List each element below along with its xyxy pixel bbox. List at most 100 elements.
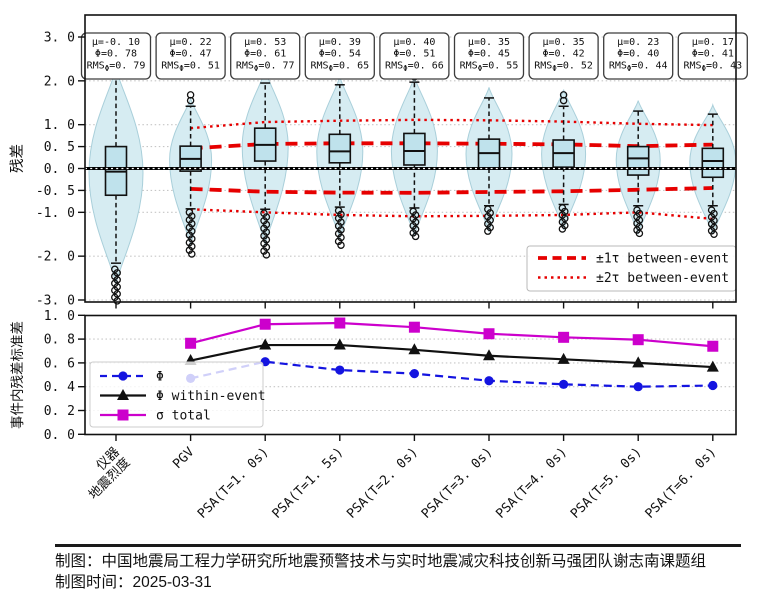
outlier [411, 232, 420, 241]
marker-triangle [632, 356, 645, 368]
annotation-mu: μ=0. 40 [393, 37, 435, 48]
annotation-mu: μ=0. 35 [543, 37, 585, 48]
boxplot-2 [253, 82, 277, 259]
annotation-mu: μ=0. 53 [244, 37, 286, 48]
annotation-rms: RMSΦ=0. 43 [683, 61, 742, 74]
outlier [710, 230, 718, 238]
bottom-panel-series [184, 317, 719, 392]
y-tick-label: 0. 8 [44, 333, 75, 348]
marker-circle [559, 379, 569, 389]
outlier [559, 91, 568, 99]
legend-marker-triangle [117, 389, 129, 400]
x-tick-label: PSA(T=6. 0s) [643, 445, 720, 522]
annotation-rms: RMSΦ=0. 79 [87, 61, 146, 74]
marker-triangle [259, 338, 272, 350]
marker-circle [484, 376, 494, 386]
annotation-mu: μ=0. 17 [692, 37, 734, 48]
annotation-mu: μ=0. 22 [170, 37, 212, 48]
annotation-rms: RMSΦ=0. 52 [534, 61, 593, 74]
y-tick-label: 3. 0 [44, 31, 75, 46]
marker-square [334, 317, 346, 329]
annotation-mu: μ=0. 39 [319, 37, 361, 48]
outlier [558, 225, 567, 233]
marker-square [185, 337, 197, 349]
outlier [635, 229, 644, 238]
top-legend: ±1τ between-event ±2τ between-event [526, 245, 737, 292]
marker-square [632, 334, 644, 346]
boxplot-1 [179, 91, 202, 258]
y-tick-label: 0. 0 [44, 162, 75, 177]
x-tick-label: PSA(T=4. 0s) [493, 445, 570, 522]
marker-square [483, 328, 495, 340]
y-tick-label: 0. 4 [44, 380, 75, 395]
annotation-phi: Φ=0. 47 [170, 49, 212, 60]
outlier [337, 241, 345, 249]
annotation-mu: μ=0. 23 [617, 37, 659, 48]
annotation-mu: μ=-0. 10 [92, 37, 140, 48]
legend-label: σ total [156, 409, 211, 424]
legend-label: Φ [156, 370, 164, 385]
marker-triangle [408, 343, 421, 355]
outlier [484, 227, 492, 235]
marker-square [707, 340, 719, 352]
footer-divider [55, 544, 741, 547]
marker-triangle [333, 338, 346, 350]
marker-square [558, 331, 570, 343]
marker-circle [409, 369, 419, 379]
tau1-lower-line [190, 186, 713, 195]
marker-triangle [557, 352, 570, 364]
top-y-axis-label: 残差 [9, 144, 26, 173]
tau1-upper-line [190, 141, 713, 151]
annotation-phi: Φ=0. 45 [468, 49, 510, 60]
x-tick-label: PSA(T=2. 0s) [344, 445, 421, 522]
annotation-phi: Φ=0. 41 [692, 49, 734, 60]
y-tick-label: 0. 6 [44, 356, 75, 371]
marker-square [259, 318, 271, 330]
legend-label: ±1τ between-event [596, 252, 729, 267]
boxplot-8 [701, 113, 725, 238]
bottom-legend: Φ Φ within-event σ total [89, 361, 266, 428]
top-panel-boxplots [104, 73, 725, 305]
legend-marker-square [117, 409, 129, 421]
x-tick-label: PSA(T=5. 0s) [568, 445, 645, 522]
annotation-phi: Φ=0. 51 [393, 49, 435, 60]
boxplot-3 [328, 84, 352, 249]
marker-square [408, 321, 420, 333]
marker-circle [633, 382, 643, 392]
y-tick-label: 0. 5 [44, 140, 75, 155]
x-tick-label: PGV [170, 445, 197, 472]
outlier [262, 251, 271, 259]
annotation-rms: RMSΦ=0. 77 [236, 61, 295, 74]
marker-circle [335, 365, 345, 375]
annotation-mu: μ=0. 35 [468, 37, 510, 48]
series-σ-total [185, 317, 719, 352]
bottom-y-axis-label: 事件内残差标准差 [10, 321, 25, 429]
legend-label: ±2τ between-event [596, 271, 729, 286]
y-tick-label: 1. 0 [44, 118, 75, 133]
marker-triangle [706, 360, 719, 372]
legend-marker-circle [118, 371, 128, 381]
y-tick-label: -3. 0 [36, 293, 75, 308]
x-tick-label: PSA(T=3. 0s) [419, 445, 496, 522]
annotation-phi: Φ=0. 78 [95, 49, 137, 60]
y-tick-label: 0. 0 [44, 428, 75, 443]
bottom-panel-axes: 1. 0 0. 8 0. 6 0. 4 0. 2 0. 0 事件内残差标准差 [10, 309, 737, 443]
annotation-phi: Φ=0. 54 [319, 49, 361, 60]
footer-credit: 制图：中国地震局工程力学研究所地震预警技术与实时地震减灾科技创新马强团队谢志南课… [55, 553, 707, 570]
annotation-phi: Φ=0. 42 [543, 49, 585, 60]
boxplot-5 [477, 97, 501, 235]
y-tick-label: -0. 5 [36, 184, 75, 199]
tau-lines [190, 118, 713, 221]
boxplot-4 [403, 73, 426, 241]
y-tick-label: 0. 2 [44, 404, 75, 419]
y-tick-label: -1. 0 [36, 206, 75, 221]
